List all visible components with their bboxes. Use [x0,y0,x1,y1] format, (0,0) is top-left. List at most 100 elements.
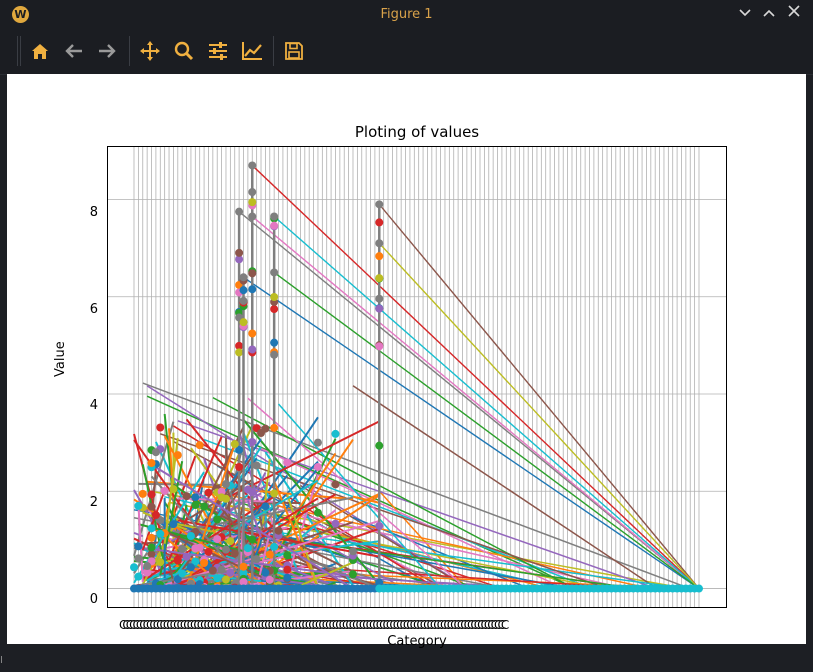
subplots-button[interactable] [205,38,231,64]
figure-canvas[interactable]: Ploting of values 0 2 4 6 8 CCCCCCCCCCCC… [7,74,806,649]
plot-area[interactable] [107,146,727,608]
data-point [200,559,209,568]
subplots-icon [209,42,227,60]
forward-button[interactable] [94,38,120,64]
data-point [239,577,248,586]
data-point [147,459,156,468]
data-point [239,286,248,295]
data-point [348,570,357,579]
x-axis-label: Category [387,634,447,649]
series-line [234,493,380,563]
series-line [378,203,700,589]
y-tick-label: 8 [89,205,98,220]
back-button[interactable] [61,38,87,64]
data-point [226,537,235,546]
data-point [208,566,217,575]
toolbar-grip [20,36,21,66]
data-point [248,329,257,338]
data-point [235,207,244,216]
data-point [147,490,156,499]
home-button[interactable] [27,38,53,64]
data-point [138,489,147,498]
y-tick-label: 2 [89,495,98,510]
data-point [283,458,292,467]
data-point [248,161,257,170]
data-point [375,342,384,351]
series-line [265,510,503,590]
navigation-toolbar [0,28,813,75]
data-point [178,569,187,578]
data-point [217,487,226,496]
data-point [375,521,384,530]
save-button[interactable] [281,38,307,64]
edge-glyph: I [0,655,3,666]
data-point [270,305,279,314]
data-point [239,296,248,305]
series-line [352,495,380,504]
data-point [248,285,257,294]
data-point [191,557,200,566]
series-line [238,211,700,590]
axes-frame [107,146,727,608]
data-point [182,552,191,561]
data-point [147,502,156,511]
series-line [138,523,253,555]
data-point [283,565,292,574]
data-point [270,268,279,277]
series-line [300,555,380,590]
data-point [375,239,384,248]
data-point [313,462,322,471]
data-point [134,542,143,551]
app-logo-icon: W [12,6,29,23]
minimize-button[interactable] [735,4,755,24]
data-point [156,423,165,432]
data-point [248,535,257,544]
data-point [243,544,252,553]
series-line [251,215,700,590]
data-point [191,544,200,553]
data-point [270,489,279,498]
pan-button[interactable] [137,38,163,64]
data-point [252,461,261,470]
zoom-button[interactable] [171,38,197,64]
series-line [142,382,691,590]
title-bar: W Figure 1 [0,0,813,28]
series-line [133,569,235,587]
series-line [137,503,144,583]
data-point [375,218,384,227]
toolbar-separator [273,36,274,66]
data-point [235,255,244,264]
data-point [261,502,270,511]
data-point [270,350,279,359]
data-point [147,533,156,542]
data-point [213,535,222,544]
series-line [300,561,354,587]
data-point [235,463,244,472]
data-point [695,584,703,593]
data-point [375,441,384,450]
data-point [213,574,222,583]
data-point [270,423,279,432]
data-point [375,274,384,283]
data-point [178,544,187,553]
data-point [217,493,226,502]
series-line [352,385,658,590]
series-line [151,490,686,590]
chevron-up-icon [763,9,775,17]
data-point [173,575,182,584]
y-tick-label: 4 [89,398,98,413]
data-point [331,480,340,489]
data-point [270,221,279,230]
maximize-button[interactable] [759,4,779,24]
data-point [221,545,230,554]
data-point [265,550,274,559]
edit-axes-button[interactable] [239,38,265,64]
series-line [133,531,144,538]
x-tick-labels: CCCCCCCCCCCCCCCCCCCCCCCCCCCCCCCCCCCCCCCC… [119,618,509,632]
data-point [261,568,270,577]
close-button[interactable] [784,4,804,24]
data-point [375,200,384,209]
data-point [204,488,213,497]
series-line [164,530,279,586]
data-point [173,556,182,565]
